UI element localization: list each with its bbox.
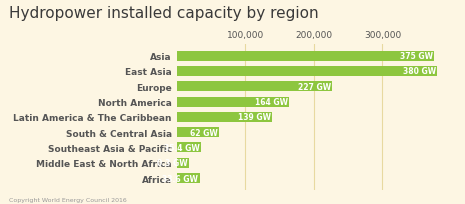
Text: 35.4 GW: 35.4 GW bbox=[164, 143, 199, 152]
Text: 380 GW: 380 GW bbox=[403, 67, 436, 76]
Text: 375 GW: 375 GW bbox=[399, 52, 432, 61]
Text: 227 GW: 227 GW bbox=[298, 82, 331, 91]
Bar bbox=[177, 67, 437, 76]
Bar bbox=[177, 82, 332, 92]
Text: Hydropower installed capacity by region: Hydropower installed capacity by region bbox=[9, 6, 319, 21]
Bar bbox=[177, 128, 219, 137]
Bar bbox=[177, 97, 289, 107]
Bar bbox=[177, 143, 201, 153]
Bar bbox=[177, 112, 272, 122]
Text: 0.3 GW: 0.3 GW bbox=[157, 159, 187, 167]
Bar bbox=[177, 51, 434, 61]
Text: 33.6 GW: 33.6 GW bbox=[162, 174, 199, 183]
Text: 139 GW: 139 GW bbox=[238, 113, 271, 122]
Bar bbox=[177, 158, 189, 168]
Bar bbox=[177, 173, 200, 183]
Text: 164 GW: 164 GW bbox=[255, 98, 288, 106]
Text: 62 GW: 62 GW bbox=[190, 128, 218, 137]
Text: Copyright World Energy Council 2016: Copyright World Energy Council 2016 bbox=[9, 197, 127, 202]
